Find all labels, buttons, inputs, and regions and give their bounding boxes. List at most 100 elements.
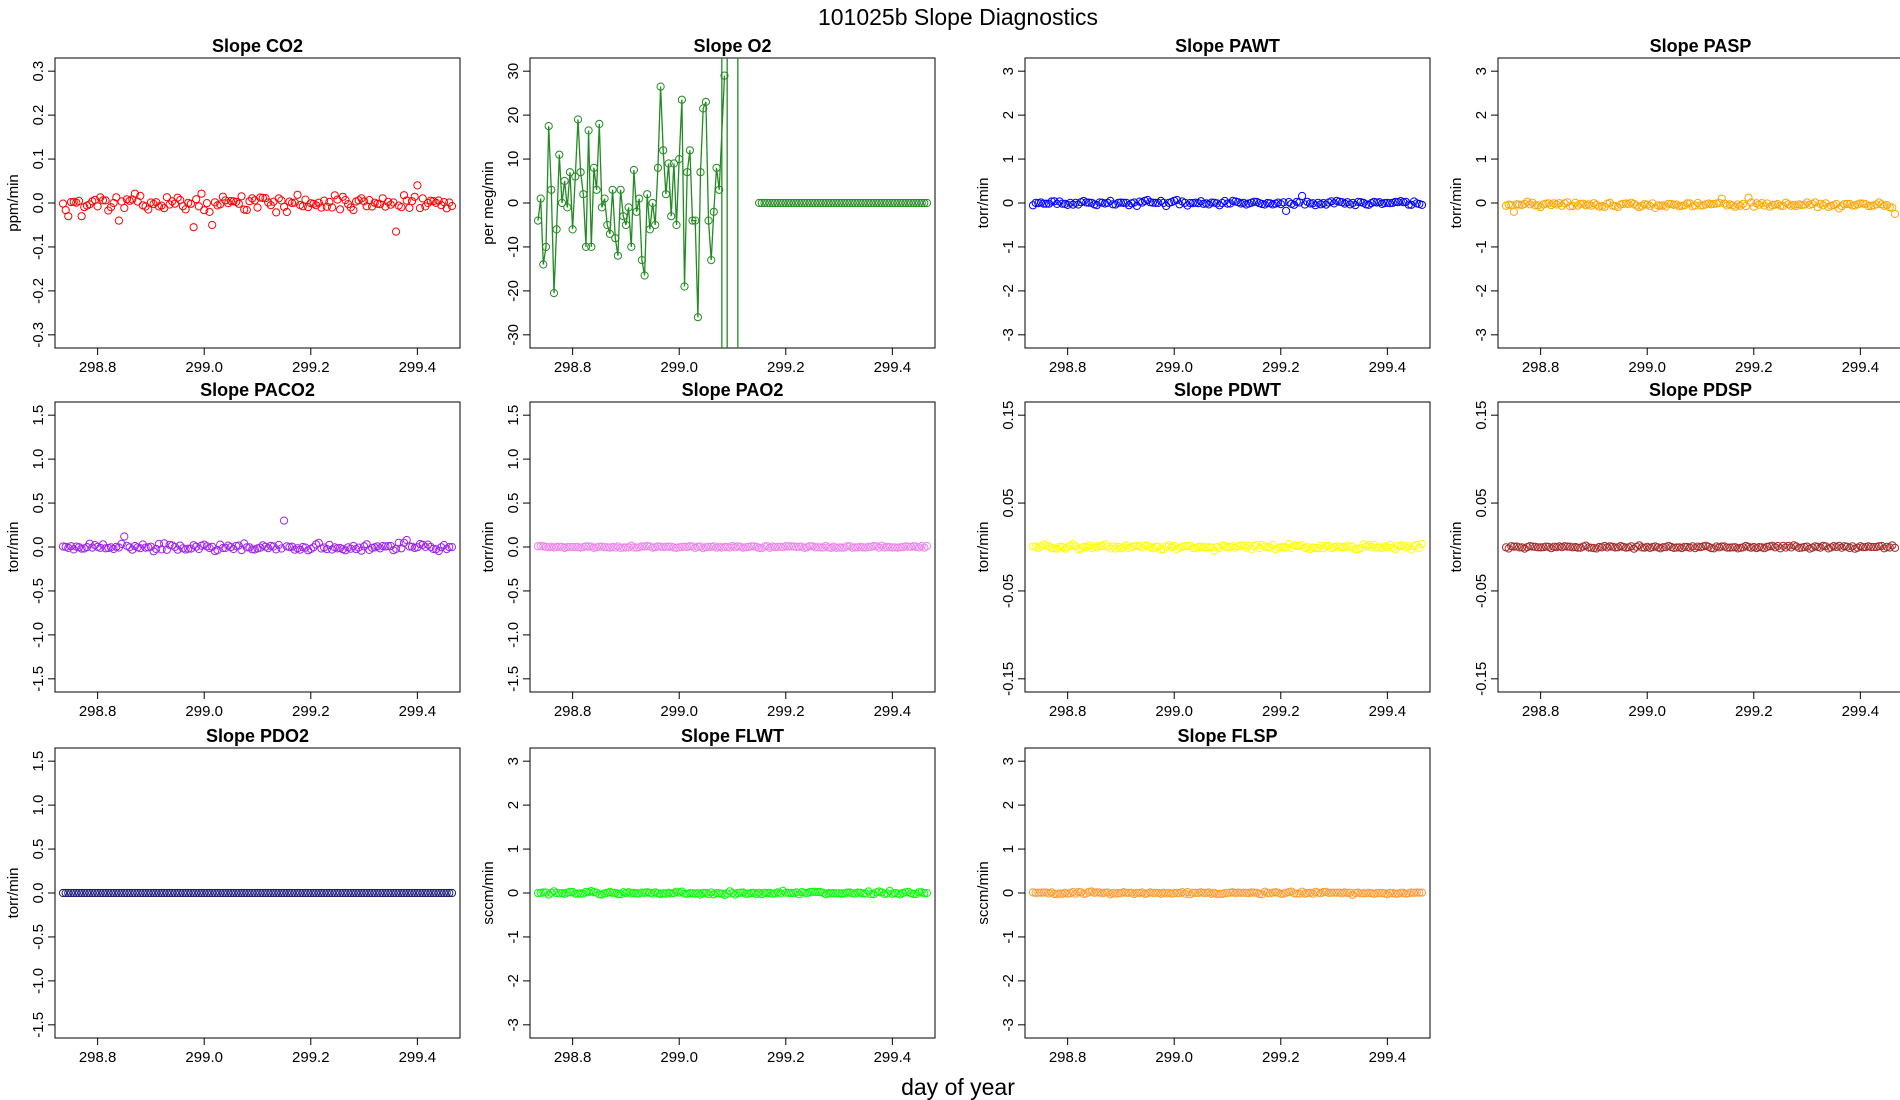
data-point: [280, 516, 289, 525]
data-point: [635, 194, 644, 203]
data-point: [136, 191, 145, 200]
data-point: [1589, 544, 1599, 553]
data-point: [787, 542, 796, 551]
panel-title: Slope CO2: [212, 36, 303, 56]
data-point: [720, 542, 729, 552]
data-point: [773, 542, 782, 552]
x-tick-label: 299.0: [1155, 1049, 1193, 1066]
data-point: [77, 544, 86, 553]
data-point: [555, 542, 564, 552]
data-point: [909, 198, 918, 208]
y-tick-label: 0.0: [30, 883, 47, 904]
data-point: [851, 198, 860, 208]
x-tick-label: 299.2: [1262, 703, 1300, 720]
data-point: [768, 889, 777, 898]
data-point: [341, 195, 350, 205]
data-point: [1346, 542, 1355, 551]
data-point: [584, 126, 593, 135]
data-point: [162, 888, 171, 898]
data-point: [1207, 543, 1216, 552]
data-point: [1324, 888, 1333, 898]
data-point: [1523, 197, 1532, 206]
data-point: [72, 198, 81, 207]
data-point: [533, 216, 543, 225]
x-tick-label: 299.2: [767, 703, 805, 720]
data-point: [557, 198, 567, 208]
data-point: [181, 888, 190, 898]
y-tick-label: -2: [1000, 284, 1017, 297]
y-tick-label: -20: [505, 280, 522, 302]
data-point: [437, 888, 446, 898]
data-point: [66, 198, 76, 207]
y-tick-label: 1: [1000, 155, 1017, 163]
data-point: [920, 889, 929, 898]
data-point: [138, 888, 147, 898]
data-point: [1391, 197, 1400, 206]
y-axis-label: torr/min: [1448, 522, 1465, 573]
x-tick-label: 299.4: [874, 703, 912, 720]
data-point: [629, 165, 639, 175]
panel-title: Slope FLSP: [1177, 726, 1277, 746]
data-point: [69, 888, 78, 898]
data-point: [104, 888, 113, 898]
data-point: [1258, 199, 1267, 209]
panel-slope-pdwt: Slope PDWT 298.8 299.0 299.2 299.4 -0.15 -0.05…: [975, 380, 1431, 720]
data-point: [645, 225, 655, 234]
data-point: [1717, 542, 1726, 551]
data-point: [261, 194, 270, 203]
data-point: [747, 542, 756, 551]
data-point: [1541, 542, 1551, 551]
data-point: [1533, 201, 1543, 210]
y-tick-label: -2: [1473, 284, 1490, 297]
data-point: [274, 888, 283, 898]
data-point: [1276, 889, 1285, 899]
data-point: [707, 888, 716, 897]
x-tick-label: 299.2: [767, 1049, 805, 1066]
data-point: [1028, 888, 1038, 897]
data-point: [346, 888, 355, 898]
y-tick-label: -3: [1000, 328, 1017, 341]
data-point: [293, 888, 302, 898]
data-point: [701, 97, 711, 107]
data-point: [779, 886, 788, 896]
series-line: [537, 75, 726, 318]
data-point: [272, 545, 281, 554]
data-point: [795, 890, 804, 899]
data-point: [1531, 542, 1540, 552]
data-point: [1314, 544, 1323, 553]
data-point: [914, 888, 924, 897]
y-tick-label: -1: [505, 930, 522, 943]
data-point: [240, 205, 249, 214]
data-point: [224, 888, 233, 898]
data-point: [1194, 888, 1203, 898]
data-point: [1220, 196, 1229, 206]
data-point: [1757, 199, 1766, 208]
data-point: [1507, 542, 1516, 551]
data-point: [1140, 541, 1150, 550]
y-tick-label: 0: [505, 889, 522, 897]
data-point: [781, 888, 790, 897]
y-axis-label: torr/min: [1448, 178, 1465, 229]
data-point: [1385, 888, 1395, 898]
data-point: [909, 889, 918, 899]
data-point: [1821, 542, 1830, 551]
data-point: [565, 542, 575, 552]
data-point: [346, 203, 355, 212]
data-point: [157, 888, 166, 898]
data-point: [675, 155, 684, 164]
data-point: [376, 888, 385, 898]
data-point: [1803, 198, 1812, 207]
data-point: [1044, 199, 1054, 208]
data-point: [1415, 543, 1424, 552]
data-point: [712, 889, 721, 898]
data-point: [1076, 544, 1086, 553]
data-point: [616, 185, 625, 194]
data-point: [1736, 201, 1745, 210]
data-point: [659, 146, 668, 155]
data-point: [1587, 201, 1596, 210]
data-point: [1215, 543, 1224, 552]
data-point: [1250, 888, 1259, 897]
data-point: [221, 543, 230, 553]
data-point: [1186, 198, 1195, 208]
data-point: [304, 888, 313, 898]
